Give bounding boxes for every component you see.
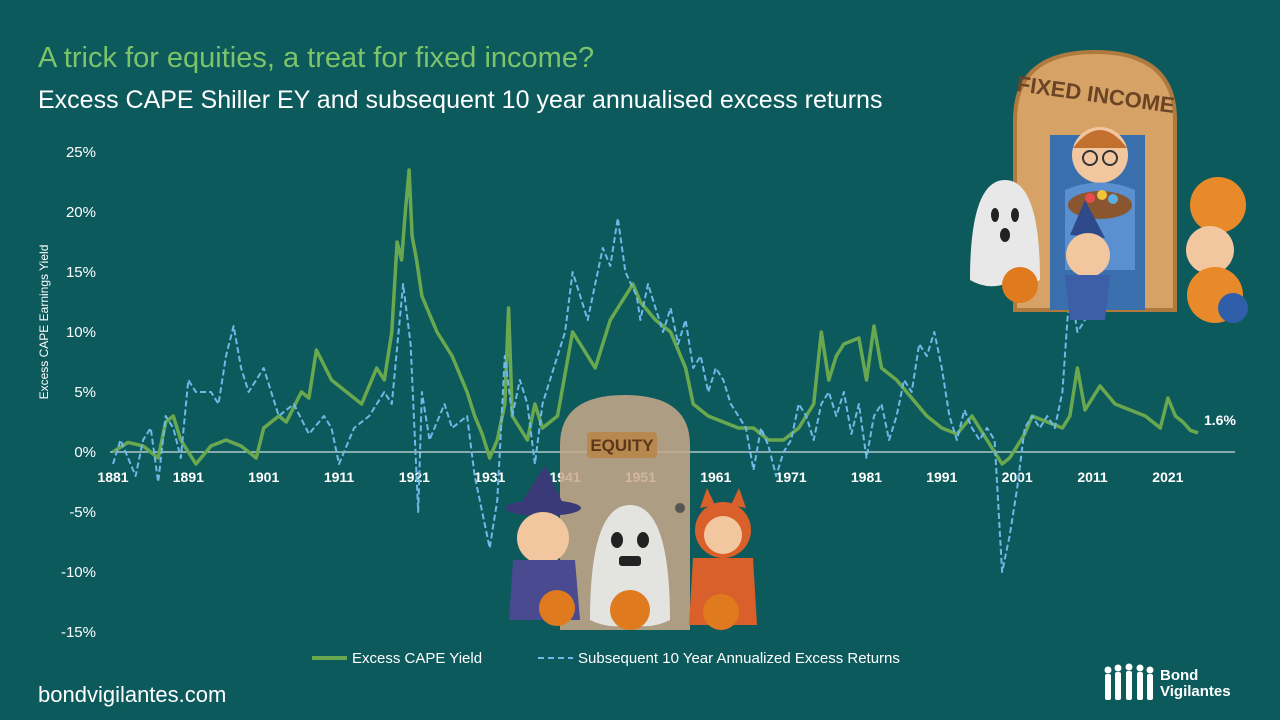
x-tick-label: 1961 bbox=[700, 469, 731, 485]
logo-text: Bond Vigilantes bbox=[1160, 668, 1231, 700]
silhouettes-icon bbox=[1104, 663, 1154, 700]
x-tick-label: 1921 bbox=[399, 469, 430, 485]
x-tick-label: 1971 bbox=[776, 469, 807, 485]
x-tick-label: 1981 bbox=[851, 469, 882, 485]
y-tick-label: 20% bbox=[66, 204, 96, 221]
y-axis-label: Excess CAPE Earnings Yield bbox=[37, 245, 51, 400]
equity-sign: EQUITY bbox=[590, 436, 654, 455]
bond-vigilantes-logo: Bond Vigilantes bbox=[1102, 662, 1252, 706]
end-value-label: 1.6% bbox=[1204, 412, 1236, 428]
x-tick-label: 1991 bbox=[926, 469, 957, 485]
y-tick-label: -10% bbox=[61, 564, 96, 581]
x-tick-label: 2021 bbox=[1152, 469, 1183, 485]
y-axis-ticks: -15% -10% -5% 0% 5% 10% 15% 20% 25% bbox=[61, 144, 96, 641]
series-excess-cape-yield bbox=[112, 168, 1199, 466]
legend: Excess CAPE Yield Subsequent 10 Year Ann… bbox=[312, 650, 900, 667]
series-layer bbox=[112, 168, 1199, 573]
equity-illustration: EQUITY bbox=[505, 395, 757, 630]
y-tick-label: 15% bbox=[66, 264, 96, 281]
legend-label-returns: Subsequent 10 Year Annualized Excess Ret… bbox=[578, 650, 900, 667]
y-tick-label: 10% bbox=[66, 324, 96, 341]
series-10y-excess-returns bbox=[112, 217, 1116, 573]
fixed-income-illustration: FIXED INCOME bbox=[970, 49, 1248, 323]
y-tick-label: 5% bbox=[74, 384, 96, 401]
x-tick-label: 2011 bbox=[1077, 469, 1108, 485]
x-tick-label: 1911 bbox=[324, 469, 355, 485]
x-tick-label: 2001 bbox=[1002, 469, 1033, 485]
y-tick-label: 25% bbox=[66, 144, 96, 161]
logo-line-1: Bond bbox=[1160, 667, 1199, 684]
x-tick-label: 1881 bbox=[97, 469, 128, 485]
chart-title: A trick for equities, a treat for fixed … bbox=[38, 42, 595, 74]
x-tick-label: 1901 bbox=[248, 469, 279, 485]
y-tick-label: -5% bbox=[69, 504, 96, 521]
chart-subtitle: Excess CAPE Shiller EY and subsequent 10… bbox=[38, 86, 883, 114]
y-tick-label: 0% bbox=[74, 444, 96, 461]
x-tick-label: 1891 bbox=[173, 469, 204, 485]
x-axis-ticks: 1881189119011911192119311941195119611971… bbox=[97, 469, 1183, 485]
logo-line-2: Vigilantes bbox=[1160, 683, 1231, 700]
legend-label-cape: Excess CAPE Yield bbox=[352, 650, 482, 667]
footer-site-link[interactable]: bondvigilantes.com bbox=[38, 682, 227, 707]
y-tick-label: -15% bbox=[61, 624, 96, 641]
